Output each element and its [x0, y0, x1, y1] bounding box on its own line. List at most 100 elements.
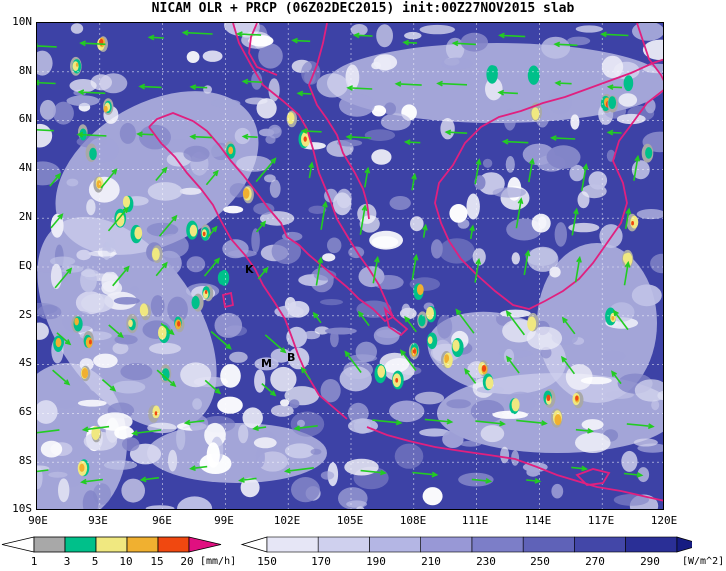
cloud-blob — [356, 506, 365, 509]
wind-arrow — [422, 223, 428, 238]
wind-arrow — [464, 368, 477, 384]
cloud-blob — [310, 448, 322, 455]
cloud-blob — [503, 348, 515, 364]
olr-bar-lowcap — [240, 536, 268, 553]
cloud-blob — [287, 301, 310, 318]
wind-arrow — [79, 40, 106, 47]
cloud-blob — [94, 264, 122, 273]
olr-label-290: 290 — [640, 555, 660, 568]
cloud-blob — [280, 399, 290, 407]
cloud-blob — [577, 191, 590, 209]
wind-arrow — [315, 256, 324, 286]
wind-arrow — [255, 157, 277, 183]
cloud-blob — [40, 440, 63, 458]
precip-bar-segment — [126, 536, 159, 553]
wind-arrow — [37, 469, 49, 473]
precip-cell — [377, 365, 386, 378]
cloud-blob — [327, 237, 342, 254]
place-marker-b: B — [287, 351, 296, 364]
lon-label-108e: 108E — [399, 514, 427, 527]
cloud-blob — [245, 97, 268, 105]
precip-bar-highcap — [188, 536, 222, 553]
cloud-blob — [214, 312, 243, 338]
cloud-blob — [112, 380, 146, 394]
cloud-blob — [257, 451, 288, 472]
cloud-blob — [253, 202, 275, 215]
cloud-blob — [177, 496, 213, 509]
cloud-blob — [289, 399, 300, 409]
wind-arrow — [56, 332, 72, 346]
precip-bar-segment — [95, 536, 128, 553]
cloud-blob — [253, 437, 277, 449]
wind-arrow — [352, 32, 373, 39]
cloud-blob — [373, 275, 404, 290]
olr-bar-segment — [266, 536, 319, 553]
wind-arrow — [77, 89, 106, 96]
wind-arrow — [394, 81, 422, 87]
cloud-blob — [269, 179, 281, 198]
cloud-blob — [476, 386, 504, 394]
wind-arrow — [76, 131, 107, 138]
wind-arrow — [399, 349, 417, 371]
cloud-blob — [482, 158, 493, 168]
coastline-thailand — [308, 23, 370, 220]
cloud-blob — [348, 418, 378, 434]
cloud-blob — [492, 187, 526, 198]
cloud-blob — [242, 407, 263, 429]
cloud-blob — [618, 93, 638, 107]
wind-arrow — [455, 308, 475, 334]
wind-arrow — [436, 80, 468, 87]
cloud-blob — [376, 24, 393, 48]
wind-arrow — [112, 265, 130, 287]
wind-arrow — [158, 214, 178, 237]
wind-arrow — [207, 225, 218, 238]
cloud-blob — [105, 237, 116, 253]
precip-cell — [217, 271, 227, 285]
precip-label-1: 1 — [30, 555, 38, 568]
cloud-blob — [220, 364, 241, 388]
wind-arrow — [404, 315, 417, 333]
cloud-blob — [570, 114, 580, 130]
precip-bar-segment — [33, 536, 66, 553]
lat-label-eq: EQ — [18, 259, 32, 272]
wind-arrow — [575, 428, 594, 434]
lon-label-114e: 114E — [524, 514, 552, 527]
wind-arrow — [498, 32, 526, 39]
cloud-blob — [270, 366, 297, 392]
wind-arrow — [257, 266, 269, 280]
precip-cell — [554, 416, 559, 422]
cloud-blob — [251, 228, 260, 254]
cloud-blob — [389, 196, 411, 210]
coastline-bali — [575, 468, 611, 486]
wind-arrow — [241, 78, 262, 85]
cloud-blob — [37, 50, 53, 76]
cloud-blob — [373, 54, 398, 71]
precip-bar-lowcap — [1, 536, 35, 553]
olr-bar-segment — [471, 536, 524, 553]
cloud-blob — [254, 357, 279, 371]
precip-cell — [242, 188, 250, 199]
cloud-blob — [179, 187, 202, 195]
precip-cell — [427, 336, 433, 344]
precip-cell — [530, 319, 535, 328]
wind-arrow — [205, 169, 219, 186]
cloud-blob — [446, 399, 471, 409]
wind-arrow — [131, 429, 162, 436]
lat-label-2s: 2S — [18, 308, 32, 321]
wind-arrow — [623, 260, 631, 286]
lon-label-99e: 99E — [214, 514, 234, 527]
precip-cell — [287, 112, 295, 125]
wind-arrow — [235, 31, 262, 38]
wind-arrow — [37, 429, 60, 434]
wind-arrow — [101, 378, 117, 392]
precip-cell — [142, 306, 149, 317]
wind-arrow — [624, 207, 632, 230]
wind-arrow — [312, 311, 322, 324]
wind-arrow — [296, 90, 312, 97]
precip-bar-segment — [157, 536, 190, 553]
olr-label-230: 230 — [476, 555, 496, 568]
cloud-blob — [348, 354, 378, 363]
olr-bar-segment — [574, 536, 626, 553]
wind-arrow — [574, 255, 582, 283]
cloud-blob — [575, 25, 603, 33]
